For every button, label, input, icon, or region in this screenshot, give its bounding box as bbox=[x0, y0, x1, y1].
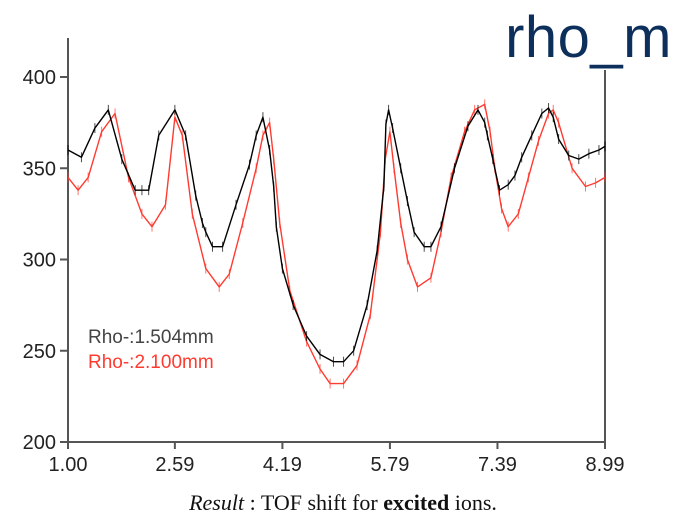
x-tick-label: 8.99 bbox=[586, 454, 625, 476]
caption-pre: TOF shift for bbox=[260, 490, 384, 515]
x-axis-ticks: 1.00 2.59 4.19 5.79 7.39 8.99 bbox=[49, 442, 625, 476]
y-tick-label: 250 bbox=[23, 341, 56, 363]
legend: Rho-:1.504mm Rho-:2.100mm bbox=[88, 327, 214, 373]
legend-entry-2: Rho-:2.100mm bbox=[88, 352, 214, 373]
caption-post: ions. bbox=[449, 490, 497, 515]
y-tick-label: 200 bbox=[23, 432, 56, 454]
caption: Result : TOF shift for excited ions. bbox=[0, 490, 686, 516]
legend-entry-1: Rho-:1.504mm bbox=[88, 327, 214, 348]
caption-strong: excited bbox=[383, 490, 450, 515]
plot-frame bbox=[67, 38, 606, 443]
x-tick-label: 1.00 bbox=[49, 454, 88, 476]
series-layer bbox=[67, 99, 606, 389]
y-tick-label: 350 bbox=[23, 158, 56, 180]
series-line-1 bbox=[67, 107, 606, 363]
caption-label: Result bbox=[189, 490, 245, 515]
y-tick-label: 400 bbox=[23, 67, 56, 89]
x-tick-label: 5.79 bbox=[370, 454, 409, 476]
x-tick-label: 7.39 bbox=[478, 454, 517, 476]
y-tick-label: 300 bbox=[23, 250, 56, 272]
corner-title: rho_m bbox=[505, 5, 672, 70]
x-tick-label: 2.59 bbox=[155, 454, 194, 476]
y-axis-ticks: 200 250 300 350 400 bbox=[23, 67, 68, 454]
x-tick-label: 4.19 bbox=[263, 454, 302, 476]
series-markers-1 bbox=[67, 103, 606, 367]
caption-sep: : bbox=[244, 490, 261, 515]
